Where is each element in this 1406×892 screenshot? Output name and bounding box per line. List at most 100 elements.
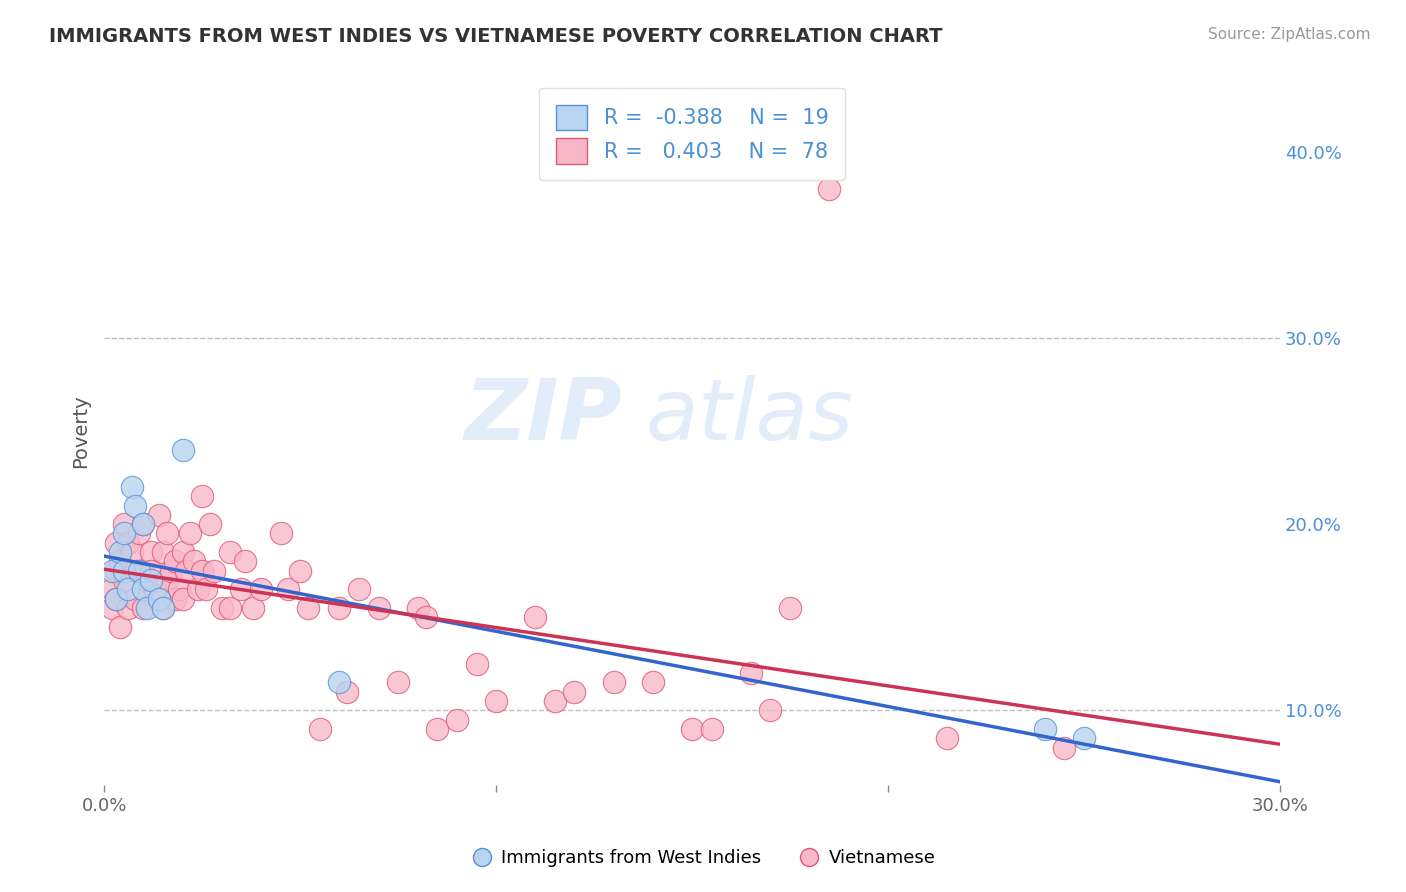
Point <box>159 564 181 578</box>
Point <box>148 591 170 606</box>
Text: ZIP: ZIP <box>464 376 621 458</box>
Point <box>101 601 124 615</box>
Point <box>446 713 468 727</box>
Point <box>163 591 186 606</box>
Point <box>101 582 124 597</box>
Point <box>191 489 214 503</box>
Point <box>759 703 782 717</box>
Point <box>1033 722 1056 736</box>
Point <box>524 610 547 624</box>
Point <box>367 601 389 615</box>
Legend: R =  -0.388    N =  19, R =   0.403    N =  78: R = -0.388 N = 19, R = 0.403 N = 78 <box>538 87 845 180</box>
Point <box>202 564 225 578</box>
Point <box>935 731 957 746</box>
Point <box>426 722 449 736</box>
Point <box>117 601 139 615</box>
Point <box>121 480 143 494</box>
Point <box>172 442 194 457</box>
Point <box>108 545 131 559</box>
Point <box>211 601 233 615</box>
Point <box>124 591 146 606</box>
Point <box>128 526 150 541</box>
Point <box>152 545 174 559</box>
Point <box>112 573 135 587</box>
Point <box>818 182 841 196</box>
Point <box>270 526 292 541</box>
Point <box>104 564 127 578</box>
Point <box>242 601 264 615</box>
Point <box>218 545 240 559</box>
Point <box>233 554 256 568</box>
Point <box>163 554 186 568</box>
Point <box>124 499 146 513</box>
Point <box>141 573 163 587</box>
Point <box>136 601 159 615</box>
Point <box>485 694 508 708</box>
Point <box>347 582 370 597</box>
Point <box>179 526 201 541</box>
Point <box>112 517 135 532</box>
Point <box>124 564 146 578</box>
Point <box>117 582 139 597</box>
Point <box>183 554 205 568</box>
Point <box>148 508 170 522</box>
Point <box>191 564 214 578</box>
Y-axis label: Poverty: Poverty <box>72 394 90 468</box>
Point <box>564 684 586 698</box>
Point <box>1053 740 1076 755</box>
Point <box>172 545 194 559</box>
Point <box>387 675 409 690</box>
Point <box>297 601 319 615</box>
Point <box>277 582 299 597</box>
Point <box>132 582 155 597</box>
Point <box>544 694 567 708</box>
Point <box>198 517 221 532</box>
Point <box>602 675 624 690</box>
Point <box>112 564 135 578</box>
Point <box>101 564 124 578</box>
Point <box>152 601 174 615</box>
Point <box>231 582 253 597</box>
Point <box>308 722 330 736</box>
Point <box>136 573 159 587</box>
Point <box>415 610 437 624</box>
Point <box>681 722 703 736</box>
Point <box>152 601 174 615</box>
Point <box>465 657 488 671</box>
Point <box>104 535 127 549</box>
Point <box>172 591 194 606</box>
Point <box>406 601 429 615</box>
Point <box>641 675 664 690</box>
Point <box>141 564 163 578</box>
Text: IMMIGRANTS FROM WEST INDIES VS VIETNAMESE POVERTY CORRELATION CHART: IMMIGRANTS FROM WEST INDIES VS VIETNAMES… <box>49 27 942 45</box>
Point <box>132 601 155 615</box>
Point <box>128 564 150 578</box>
Point <box>132 564 155 578</box>
Point <box>167 582 190 597</box>
Point <box>288 564 311 578</box>
Point <box>700 722 723 736</box>
Legend: Immigrants from West Indies, Vietnamese: Immigrants from West Indies, Vietnamese <box>464 842 942 874</box>
Point <box>740 666 762 681</box>
Point <box>143 582 166 597</box>
Point <box>108 554 131 568</box>
Point <box>176 564 198 578</box>
Point <box>328 675 350 690</box>
Point <box>108 619 131 633</box>
Point <box>104 591 127 606</box>
Point <box>112 526 135 541</box>
Point <box>195 582 218 597</box>
Point <box>104 591 127 606</box>
Point <box>336 684 359 698</box>
Point <box>156 526 179 541</box>
Point <box>132 517 155 532</box>
Point <box>187 582 209 597</box>
Text: Source: ZipAtlas.com: Source: ZipAtlas.com <box>1208 27 1371 42</box>
Text: atlas: atlas <box>645 376 853 458</box>
Point <box>779 601 801 615</box>
Point <box>1073 731 1095 746</box>
Point <box>218 601 240 615</box>
Point <box>117 535 139 549</box>
Point <box>328 601 350 615</box>
Point <box>156 573 179 587</box>
